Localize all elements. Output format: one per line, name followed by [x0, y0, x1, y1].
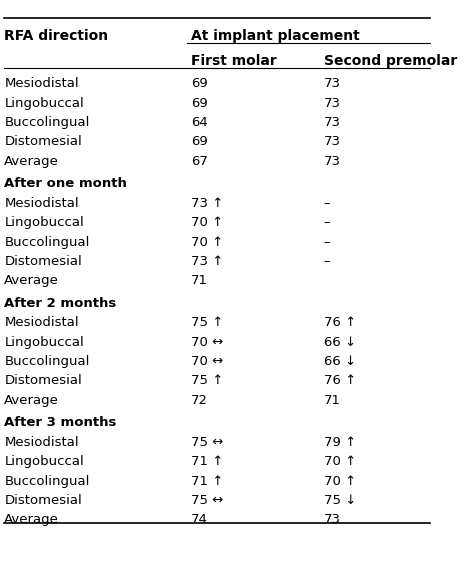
- Text: Buccolingual: Buccolingual: [4, 475, 90, 488]
- Text: 73: 73: [324, 97, 341, 110]
- Text: Average: Average: [4, 513, 59, 526]
- Text: –: –: [324, 255, 330, 268]
- Text: First molar: First molar: [191, 54, 277, 69]
- Text: 72: 72: [191, 394, 208, 407]
- Text: Distomesial: Distomesial: [4, 494, 82, 507]
- Text: Mesiodistal: Mesiodistal: [4, 316, 79, 329]
- Text: –: –: [324, 236, 330, 248]
- Text: 70 ↑: 70 ↑: [324, 475, 356, 488]
- Text: 66 ↓: 66 ↓: [324, 355, 356, 368]
- Text: Mesiodistal: Mesiodistal: [4, 197, 79, 210]
- Text: Average: Average: [4, 274, 59, 287]
- Text: 67: 67: [191, 155, 208, 168]
- Text: After 2 months: After 2 months: [4, 297, 117, 309]
- Text: Lingobuccal: Lingobuccal: [4, 336, 84, 349]
- Text: 70 ↔: 70 ↔: [191, 355, 223, 368]
- Text: Distomesial: Distomesial: [4, 135, 82, 148]
- Text: Distomesial: Distomesial: [4, 255, 82, 268]
- Text: –: –: [324, 216, 330, 229]
- Text: After one month: After one month: [4, 177, 127, 190]
- Text: 73: 73: [324, 513, 341, 526]
- Text: 75 ↔: 75 ↔: [191, 436, 224, 449]
- Text: Average: Average: [4, 394, 59, 407]
- Text: 64: 64: [191, 116, 208, 129]
- Text: 75 ↓: 75 ↓: [324, 494, 356, 507]
- Text: At implant placement: At implant placement: [191, 29, 360, 43]
- Text: Lingobuccal: Lingobuccal: [4, 97, 84, 110]
- Text: 71: 71: [191, 274, 208, 287]
- Text: RFA direction: RFA direction: [4, 29, 109, 43]
- Text: 70 ↔: 70 ↔: [191, 336, 223, 349]
- Text: 73: 73: [324, 77, 341, 90]
- Text: 70 ↑: 70 ↑: [324, 455, 356, 468]
- Text: Mesiodistal: Mesiodistal: [4, 77, 79, 90]
- Text: 73 ↑: 73 ↑: [191, 255, 224, 268]
- Text: –: –: [324, 197, 330, 210]
- Text: 76 ↑: 76 ↑: [324, 316, 356, 329]
- Text: 71 ↑: 71 ↑: [191, 475, 224, 488]
- Text: 71: 71: [324, 394, 341, 407]
- Text: 74: 74: [191, 513, 208, 526]
- Text: Average: Average: [4, 155, 59, 168]
- Text: 69: 69: [191, 97, 208, 110]
- Text: Second premolar: Second premolar: [324, 54, 457, 69]
- Text: Lingobuccal: Lingobuccal: [4, 216, 84, 229]
- Text: 79 ↑: 79 ↑: [324, 436, 356, 449]
- Text: Lingobuccal: Lingobuccal: [4, 455, 84, 468]
- Text: 71 ↑: 71 ↑: [191, 455, 224, 468]
- Text: 75 ↔: 75 ↔: [191, 494, 224, 507]
- Text: Buccolingual: Buccolingual: [4, 236, 90, 248]
- Text: 75 ↑: 75 ↑: [191, 374, 224, 387]
- Text: Distomesial: Distomesial: [4, 374, 82, 387]
- Text: 73: 73: [324, 135, 341, 148]
- Text: 76 ↑: 76 ↑: [324, 374, 356, 387]
- Text: 69: 69: [191, 135, 208, 148]
- Text: 73: 73: [324, 155, 341, 168]
- Text: 73: 73: [324, 116, 341, 129]
- Text: Buccolingual: Buccolingual: [4, 116, 90, 129]
- Text: Mesiodistal: Mesiodistal: [4, 436, 79, 449]
- Text: 75 ↑: 75 ↑: [191, 316, 224, 329]
- Text: 70 ↑: 70 ↑: [191, 236, 223, 248]
- Text: 73 ↑: 73 ↑: [191, 197, 224, 210]
- Text: 70 ↑: 70 ↑: [191, 216, 223, 229]
- Text: After 3 months: After 3 months: [4, 416, 117, 429]
- Text: 69: 69: [191, 77, 208, 90]
- Text: Buccolingual: Buccolingual: [4, 355, 90, 368]
- Text: 66 ↓: 66 ↓: [324, 336, 356, 349]
